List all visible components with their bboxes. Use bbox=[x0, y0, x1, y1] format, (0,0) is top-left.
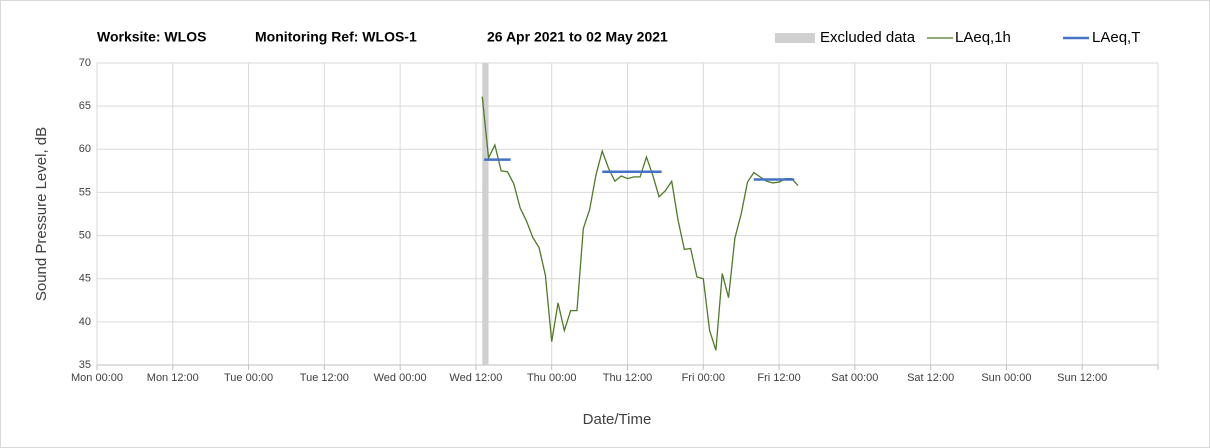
x-axis-label: Date/Time bbox=[583, 411, 652, 428]
x-tick-label: Wed 12:00 bbox=[449, 372, 502, 384]
legend-label: Excluded data bbox=[820, 29, 916, 46]
x-tick-label: Fri 00:00 bbox=[682, 372, 725, 384]
title-worksite: Worksite: WLOS bbox=[97, 29, 206, 45]
y-tick-label: 65 bbox=[79, 100, 91, 112]
x-tick-label: Fri 12:00 bbox=[757, 372, 800, 384]
x-tick-label: Wed 00:00 bbox=[374, 372, 427, 384]
legend-swatch bbox=[775, 33, 815, 43]
x-tick-label: Tue 12:00 bbox=[300, 372, 349, 384]
y-tick-label: 45 bbox=[79, 273, 91, 285]
x-tick-label: Sun 00:00 bbox=[981, 372, 1031, 384]
y-tick-label: 55 bbox=[79, 186, 91, 198]
y-tick-label: 35 bbox=[79, 359, 91, 371]
x-tick-label: Mon 12:00 bbox=[147, 372, 199, 384]
x-tick-label: Thu 00:00 bbox=[527, 372, 577, 384]
excluded-band bbox=[482, 63, 489, 365]
y-tick-label: 50 bbox=[79, 229, 91, 241]
title-ref: Monitoring Ref: WLOS-1 bbox=[255, 29, 417, 45]
x-tick-label: Sat 00:00 bbox=[831, 372, 878, 384]
legend-label: LAeq,T bbox=[1092, 29, 1140, 46]
title-dates: 26 Apr 2021 to 02 May 2021 bbox=[487, 29, 668, 45]
x-tick-label: Sat 12:00 bbox=[907, 372, 954, 384]
series-line bbox=[481, 96, 799, 351]
y-tick-label: 60 bbox=[79, 143, 91, 155]
y-tick-label: 40 bbox=[79, 316, 91, 328]
y-tick-label: 70 bbox=[79, 57, 91, 69]
x-tick-label: Tue 00:00 bbox=[224, 372, 273, 384]
y-axis-label: Sound Pressure Level, dB bbox=[33, 127, 50, 301]
x-tick-label: Mon 00:00 bbox=[71, 372, 123, 384]
x-tick-label: Thu 12:00 bbox=[603, 372, 653, 384]
x-tick-label: Sun 12:00 bbox=[1057, 372, 1107, 384]
legend-label: LAeq,1h bbox=[955, 29, 1011, 46]
